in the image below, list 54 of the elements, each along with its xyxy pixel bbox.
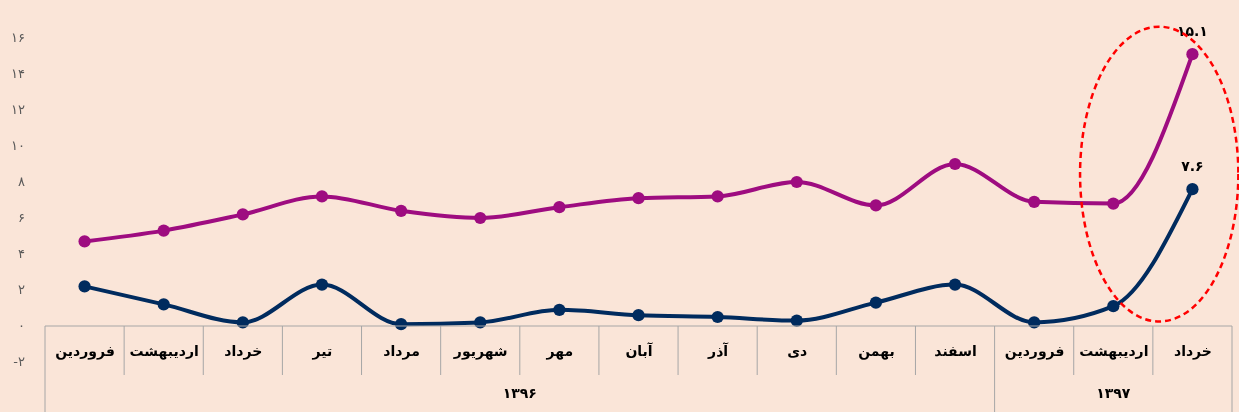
x-tick-label: خرداد [1173, 342, 1212, 360]
point [1028, 195, 1041, 208]
point [1107, 197, 1120, 210]
text: ۱۳۹۶ [502, 385, 537, 401]
y-tick-label: ۱۰ [11, 138, 25, 153]
point [948, 157, 962, 171]
y-tick-label: -۲ [13, 354, 25, 369]
point [1107, 300, 1120, 313]
point [632, 309, 645, 322]
point [315, 190, 329, 203]
x-tick-label: فروردین [1004, 342, 1065, 360]
point [78, 280, 91, 293]
point [948, 278, 962, 291]
y-tick-label: ۶ [18, 210, 25, 225]
point [474, 211, 487, 225]
point [315, 278, 329, 291]
y-tick-label: ۱۲ [11, 102, 26, 117]
point [394, 204, 408, 217]
x-tick-label: فروردین [55, 342, 115, 360]
y-tick-label: ۱۴ [11, 66, 26, 81]
point [632, 192, 645, 205]
y-tick-label: ۴ [18, 246, 26, 261]
point [157, 298, 170, 311]
x-tick-label: شهریور [452, 342, 508, 360]
point [790, 175, 803, 189]
x-tick-label: اسفند [934, 342, 977, 359]
point [1186, 48, 1199, 61]
data-label: ۱۵.۱ [1176, 23, 1208, 40]
x-tick-label: تیر [311, 342, 333, 360]
x-tick-label: بهمن [858, 342, 895, 360]
x-tick-label: اردیبهشت [1079, 342, 1149, 360]
point [711, 190, 724, 203]
point [553, 201, 566, 214]
point [869, 199, 883, 212]
y-tick-label: ۲ [18, 282, 26, 297]
point [711, 310, 724, 324]
x-tick-label: آبان [625, 341, 654, 359]
y-tick-label: ۰ [18, 318, 25, 333]
point [236, 208, 249, 221]
x-tick-label: مهر [545, 342, 574, 360]
point [553, 303, 566, 316]
y-tick-label: ۸ [18, 174, 26, 189]
x-tick-label: اردیبهشت [129, 342, 199, 360]
data-label: ۷.۶ [1181, 158, 1204, 175]
y-tick-label: ۱۶ [11, 30, 25, 45]
point [157, 224, 170, 237]
point [78, 235, 91, 248]
x-tick-label: مرداد [383, 342, 420, 360]
x-tick-label: خرداد [224, 342, 263, 360]
point [869, 296, 883, 309]
x-tick-label: دی [787, 342, 808, 359]
point [1186, 183, 1199, 196]
text: ۱۳۹۷ [1096, 385, 1131, 401]
x-tick-label: آذر [707, 341, 730, 359]
